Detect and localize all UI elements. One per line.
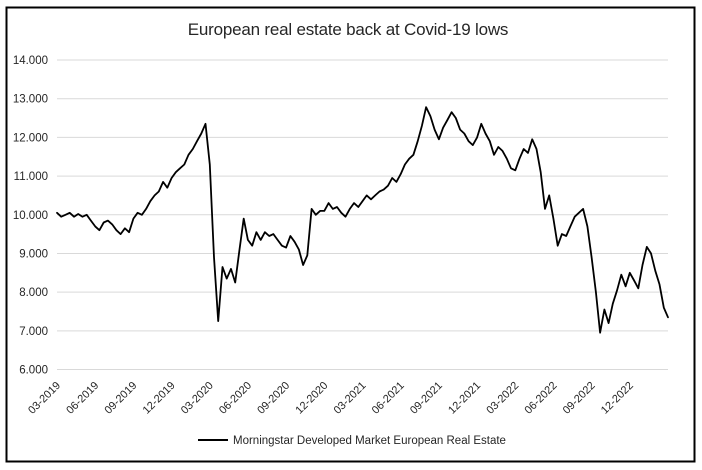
- gridlines: [57, 59, 668, 370]
- x-axis-tick-label: 09-2019: [102, 380, 139, 417]
- x-axis-tick-label: 03-2020: [179, 380, 216, 417]
- chart-border: [5, 6, 696, 463]
- x-axis-tick-label: 06-2019: [64, 380, 101, 417]
- legend: Morningstar Developed Market European Re…: [198, 435, 506, 447]
- y-axis-tick-label: 8.000: [19, 287, 48, 299]
- x-axis-tick-label: 06-2021: [370, 380, 407, 417]
- x-axis-tick-label: 12-2022: [599, 380, 636, 417]
- x-axis-tick-label: 03-2022: [484, 380, 521, 417]
- y-axis-tick-label: 13.000: [13, 94, 48, 106]
- x-axis-tick-label: 12-2021: [446, 380, 483, 417]
- x-axis-tick-label: 12-2019: [141, 380, 178, 417]
- y-axis-tick-label: 10.000: [13, 210, 48, 222]
- chart-title: European real estate back at Covid-19 lo…: [188, 20, 508, 39]
- y-axis-tick-label: 7.000: [19, 326, 48, 338]
- y-axis-tick-label: 12.000: [13, 132, 48, 144]
- x-axis-tick-label: 03-2019: [26, 380, 63, 417]
- x-axis-labels: 03-2019 06-2019 09-2019 12-2019 03-2020 06-20…: [26, 380, 636, 417]
- x-axis-tick-label: 09-2022: [561, 380, 598, 417]
- x-axis-tick-label: 09-2020: [255, 380, 292, 417]
- y-axis-tick-label: 6.000: [19, 365, 48, 377]
- legend-label: Morningstar Developed Market European Re…: [233, 435, 506, 447]
- y-axis-tick-label: 9.000: [19, 248, 48, 260]
- x-axis-tick-label: 03-2021: [332, 380, 369, 417]
- y-axis-tick-label: 14.000: [13, 55, 48, 67]
- x-axis-tick-label: 06-2020: [217, 380, 254, 417]
- x-axis-tick-label: 12-2020: [293, 380, 330, 417]
- x-axis-tick-label: 09-2021: [408, 380, 445, 417]
- x-axis-tick-label: 06-2022: [523, 380, 560, 417]
- y-axis-tick-label: 11.000: [14, 171, 48, 183]
- y-axis-labels: 14.000 13.000 12.000 11.000 10.000 9.000 8.000…: [13, 55, 48, 377]
- series-line: [56, 106, 669, 334]
